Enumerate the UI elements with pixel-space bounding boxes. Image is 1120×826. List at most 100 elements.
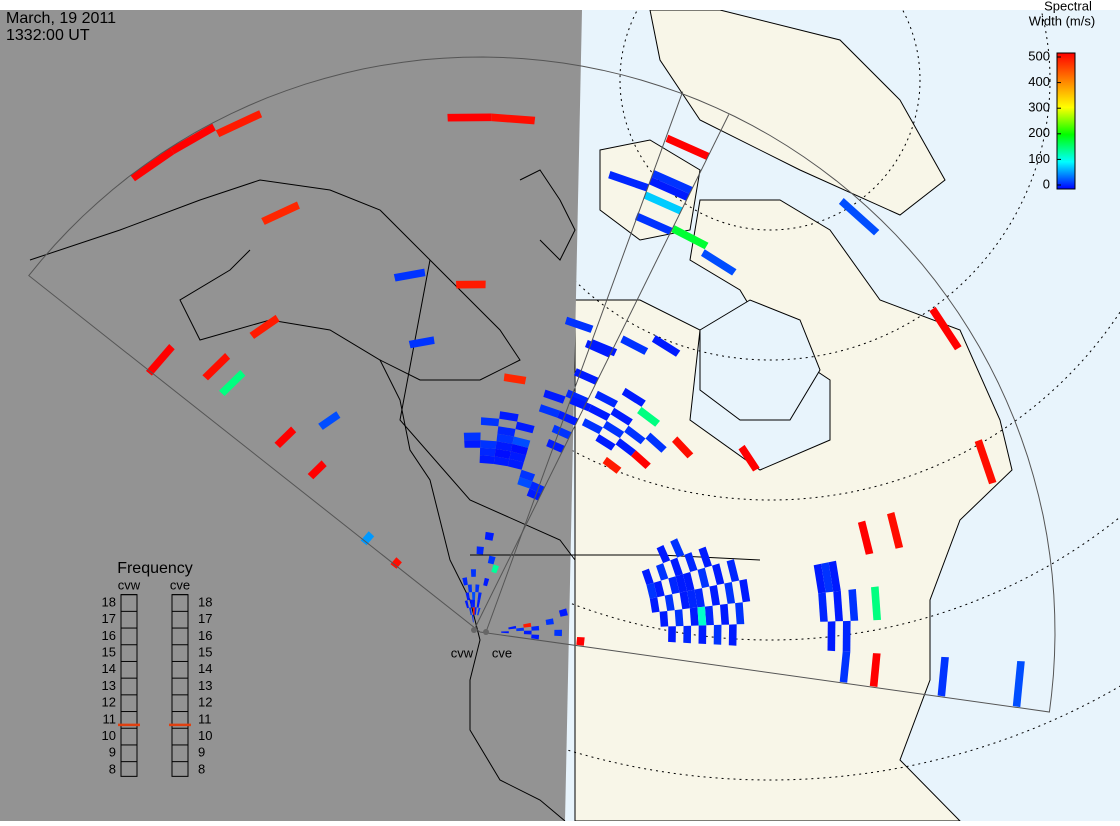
radar-cell: [697, 606, 707, 626]
radar-cell: [615, 438, 636, 457]
radar-cell: [523, 630, 532, 635]
radar-cell: [531, 625, 540, 631]
radar-cell: [464, 440, 481, 448]
radar-cell: [531, 634, 540, 640]
radar-cell: [735, 602, 745, 625]
radar-cell: [651, 335, 681, 357]
frequency-tick-label: 9: [198, 745, 205, 760]
radar-cell: [726, 559, 740, 582]
radar-cell: [202, 353, 231, 381]
radar-cell: [848, 589, 859, 621]
radar-cell: [146, 344, 175, 376]
frequency-radar-name: cvw: [118, 577, 141, 592]
radar-cell: [1012, 661, 1025, 708]
radar-cell: [558, 608, 568, 617]
radar-cell: [631, 450, 651, 469]
colorbar: [1056, 52, 1076, 190]
radar-cell: [643, 191, 683, 215]
date: March, 19 2011: [6, 10, 116, 27]
radar-cell: [656, 545, 671, 564]
radar-cell: [701, 249, 737, 276]
radar-cell: [608, 171, 649, 192]
radar-cell: [465, 592, 470, 601]
radar-cell: [494, 448, 511, 459]
frequency-tick-label: 16: [198, 628, 212, 643]
frequency-tick-label: 11: [198, 711, 212, 726]
radar-cell: [497, 426, 516, 437]
radar-cell: [496, 433, 514, 444]
radar-cell: [739, 579, 751, 603]
colorbar-tick-label: 200: [1028, 125, 1050, 140]
radar-cell: [665, 134, 710, 160]
radar-cell: [635, 212, 673, 235]
radar-cell: [621, 387, 646, 407]
radar-cell: [464, 600, 469, 609]
radar-cell: [679, 591, 690, 610]
radar-cell: [393, 268, 426, 282]
frequency-tick-label: 18: [102, 594, 116, 609]
radar-cell: [659, 611, 669, 627]
radar-cell: [507, 458, 524, 470]
radar-cell: [641, 568, 654, 585]
colorbar-tick-label: 300: [1028, 100, 1050, 115]
colorbar-tick-label: 400: [1028, 74, 1050, 89]
radar-cell: [682, 572, 695, 592]
frequency-radar-name: cve: [170, 577, 190, 592]
radar-cell: [523, 622, 532, 628]
radar-cell: [483, 577, 490, 587]
radar-cell: [581, 418, 603, 435]
radar-cell: [551, 424, 572, 440]
frequency-tick-label: 15: [102, 645, 116, 660]
radar-cell: [818, 592, 828, 622]
radar-cell: [503, 373, 527, 385]
radar-cell: [249, 314, 280, 339]
radar-cell: [602, 420, 625, 439]
radar-cell: [360, 531, 375, 546]
radar-cell: [871, 586, 881, 621]
radar-cell: [487, 555, 496, 565]
frequency-tick-label: 15: [198, 645, 212, 660]
radar-cell: [517, 477, 533, 489]
radar-cell: [546, 439, 565, 453]
radar-cell: [495, 441, 513, 452]
radar-cell: [576, 637, 585, 646]
radar-cell: [569, 396, 592, 412]
radar-cell: [649, 597, 660, 613]
radar-cell: [474, 607, 477, 615]
radar-cell: [470, 569, 476, 577]
radar-cell: [499, 411, 519, 422]
radar-cell: [318, 411, 341, 430]
radar-cell: [929, 306, 962, 351]
frequency-tick-label: 14: [198, 661, 212, 676]
beam-edge: [473, 114, 730, 631]
radar-cell: [698, 546, 712, 568]
radar-cell: [476, 546, 484, 555]
radar-cell: [390, 557, 402, 569]
frequency-title: Frequency: [117, 560, 193, 577]
radar-cell: [720, 603, 730, 625]
radar-cell: [462, 577, 468, 586]
radar-cell: [683, 625, 692, 644]
radar-cell: [447, 113, 492, 122]
radar-cell: [588, 404, 611, 421]
frequency-tick-label: 13: [102, 678, 116, 693]
radar-cell: [689, 607, 699, 626]
radar-cell: [602, 456, 622, 474]
radar-cell: [515, 421, 535, 434]
radar-cell: [656, 563, 669, 581]
radar-cell: [456, 280, 486, 289]
radar-cell: [475, 584, 480, 593]
radar-cell: [493, 456, 510, 467]
radar-cell: [469, 607, 472, 616]
radar-cell: [668, 626, 676, 643]
radar-site: [483, 629, 489, 635]
radar-cell: [709, 585, 720, 606]
radar-cell: [215, 110, 263, 138]
radar-cell: [538, 404, 561, 418]
radar-cell: [857, 520, 874, 555]
radar-cell: [261, 201, 300, 225]
radar-cell: [479, 455, 495, 464]
radar-cell: [516, 627, 524, 632]
radar-cell: [728, 624, 737, 646]
